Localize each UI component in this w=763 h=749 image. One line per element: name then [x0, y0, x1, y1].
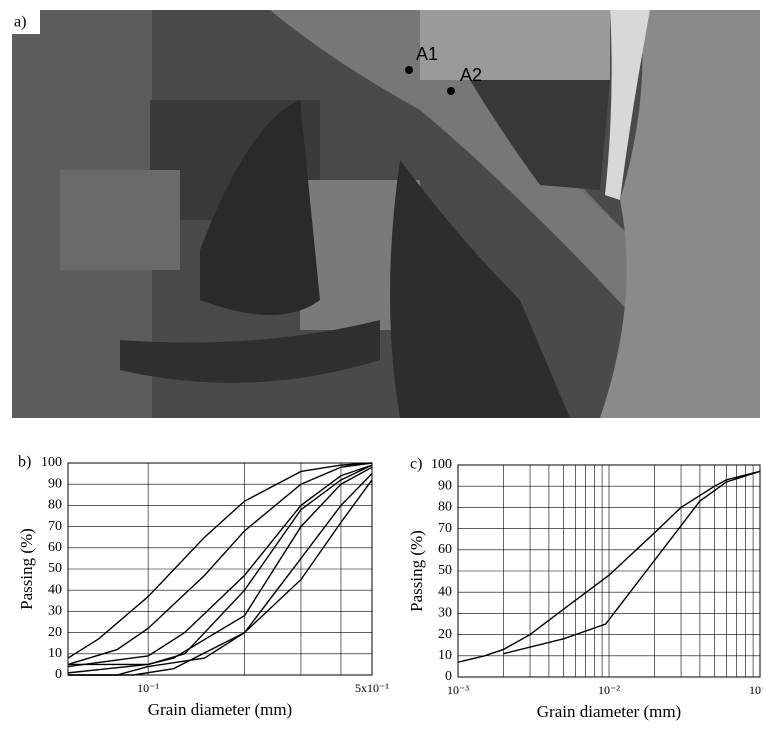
- forest: [120, 320, 380, 383]
- y-tick-label: 90: [438, 478, 452, 493]
- y-tick-label: 100: [431, 457, 452, 472]
- forest: [390, 160, 570, 418]
- x-tick-label: 10⁻¹: [137, 681, 159, 695]
- beach: [605, 10, 650, 200]
- point-label: A2: [460, 65, 482, 85]
- x-axis-label: Grain diameter (mm): [148, 700, 292, 719]
- curve: [67, 462, 373, 666]
- forest: [470, 80, 610, 190]
- y-tick-label: 40: [48, 582, 62, 597]
- y-tick-label: 30: [48, 604, 62, 619]
- panel-label: b): [18, 454, 31, 471]
- y-tick-label: 0: [445, 669, 452, 684]
- y-axis-label: Passing (%): [17, 528, 36, 610]
- curve: [67, 462, 373, 659]
- y-tick-label: 80: [48, 498, 62, 513]
- y-tick-label: 50: [438, 563, 452, 578]
- y-tick-label: 0: [55, 667, 62, 682]
- x-tick-label: 5x10⁻¹: [355, 681, 389, 695]
- label-box: [12, 10, 40, 34]
- curve: [67, 464, 373, 668]
- y-tick-label: 40: [438, 584, 452, 599]
- y-tick-label: 70: [48, 519, 62, 534]
- x-axis-label: Grain diameter (mm): [537, 702, 681, 721]
- forest: [200, 100, 320, 315]
- sample-point: [447, 87, 455, 95]
- x-tick-label: 10⁻³: [447, 683, 469, 697]
- aerial-photo: A1 A2 a): [12, 10, 760, 418]
- panel-label: c): [410, 456, 422, 473]
- y-tick-label: 10: [438, 648, 452, 663]
- y-tick-label: 10: [48, 646, 62, 661]
- y-tick-label: 20: [48, 625, 62, 640]
- y-tick-label: 70: [438, 521, 452, 536]
- curve: [68, 479, 373, 676]
- fields: [60, 170, 180, 270]
- x-tick-label: 10⁻¹: [749, 683, 763, 697]
- town: [420, 10, 610, 80]
- y-tick-label: 50: [48, 561, 62, 576]
- y-axis-label: Passing (%): [407, 530, 426, 612]
- y-tick-label: 20: [438, 627, 452, 642]
- panel-label: a): [14, 14, 26, 31]
- y-tick-label: 90: [48, 476, 62, 491]
- curve: [457, 470, 761, 663]
- sea: [600, 10, 760, 418]
- point-label: A1: [416, 44, 438, 64]
- y-tick-label: 30: [438, 606, 452, 621]
- curve: [503, 470, 761, 655]
- y-tick-label: 80: [438, 500, 452, 515]
- sample-point: [405, 66, 413, 74]
- y-tick-label: 60: [438, 542, 452, 557]
- y-tick-label: 60: [48, 540, 62, 555]
- x-tick-label: 10⁻²: [598, 683, 620, 697]
- y-tick-label: 100: [41, 455, 62, 470]
- curve: [67, 466, 373, 674]
- curve: [68, 473, 373, 676]
